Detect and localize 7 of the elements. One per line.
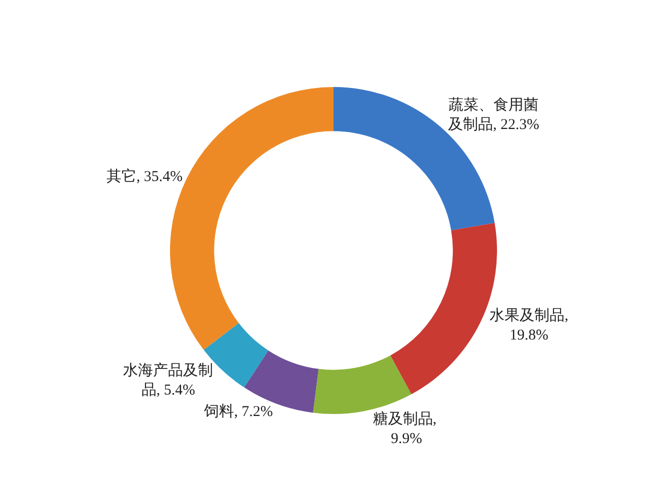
slice-label: 其它, 35.4% bbox=[106, 168, 183, 185]
slice-label: 糖及制品, 9.9% bbox=[372, 410, 440, 448]
slice-label: 饲料, 7.2% bbox=[203, 402, 273, 420]
donut-slice bbox=[334, 87, 495, 230]
slice-label: 蔬菜、食用菌及制品, 22.3% bbox=[448, 96, 540, 134]
slice-label: 水海产品及制品, 5.4% bbox=[123, 362, 214, 398]
slice-label: 水果及制品, 19.8% bbox=[490, 307, 568, 344]
